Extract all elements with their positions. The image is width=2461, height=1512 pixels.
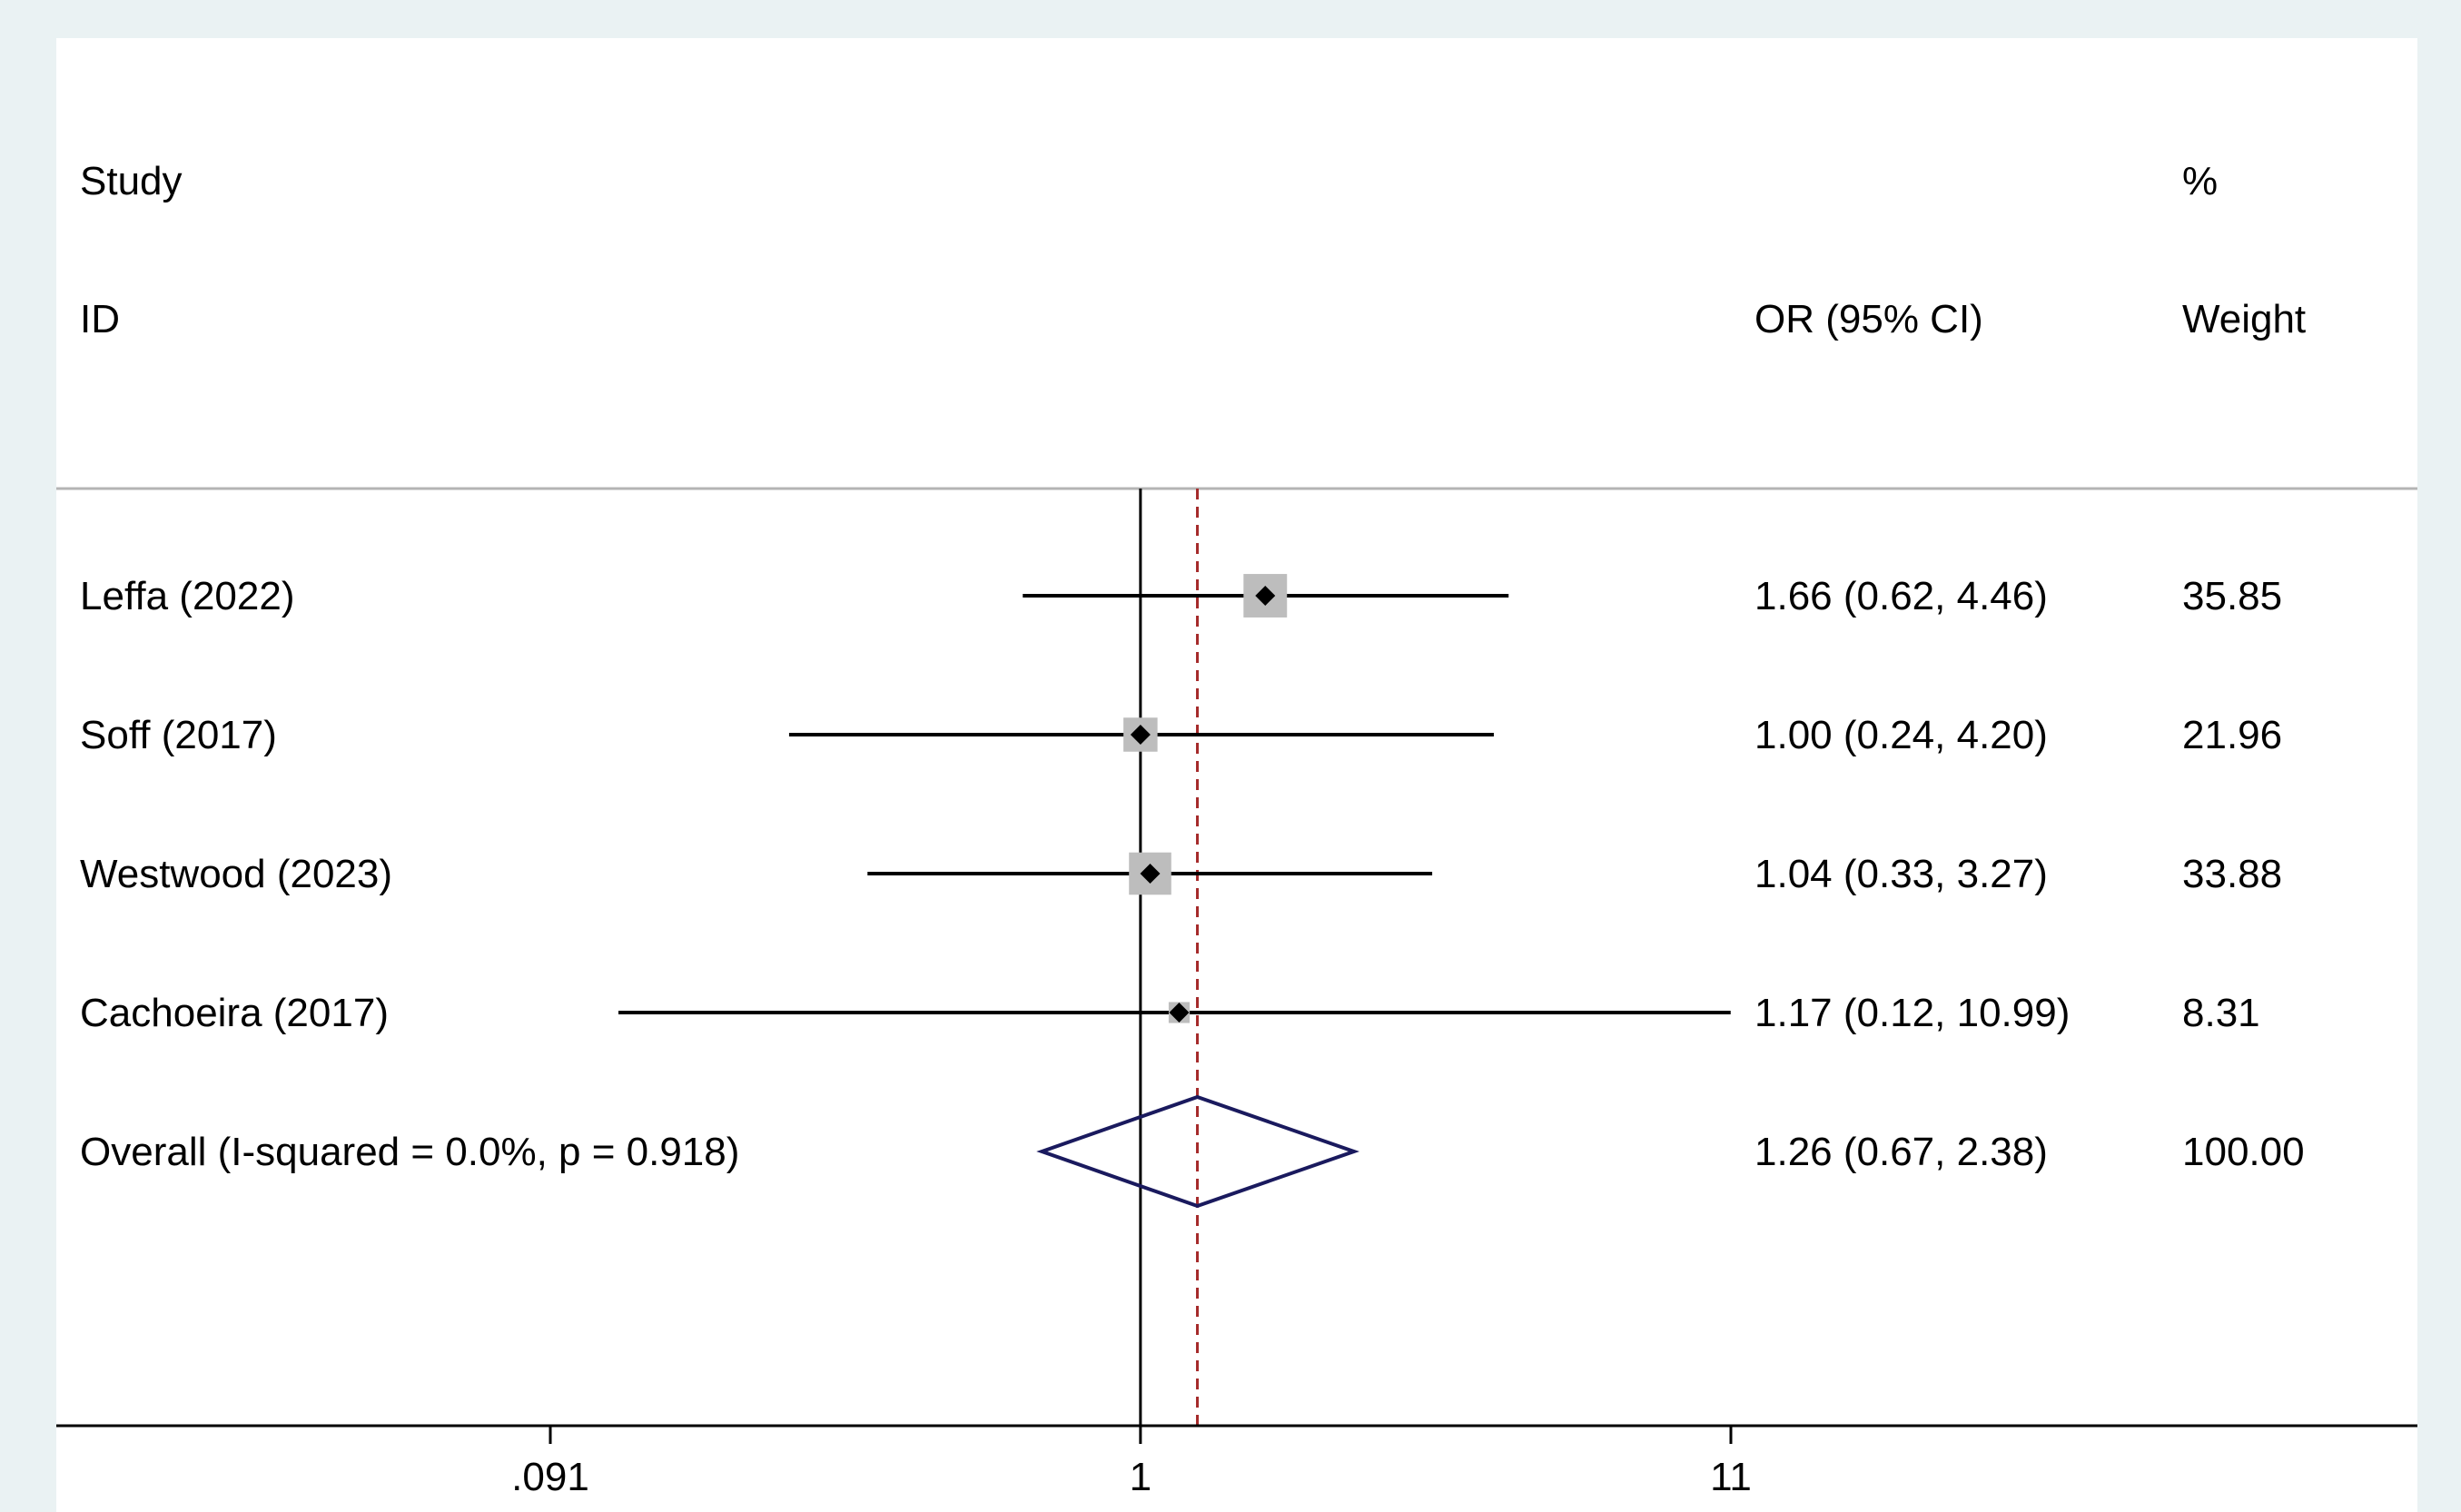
overall-row: Overall (I-squared = 0.0%, p = 0.918) 1.…	[80, 1094, 2305, 1209]
study-label: Cachoeira (2017)	[80, 991, 389, 1035]
study-label: Soff (2017)	[80, 713, 277, 757]
overall-diamond	[1036, 1094, 1360, 1209]
study-weight-text: 35.85	[2182, 574, 2282, 618]
study-ci-text: 1.66 (0.62, 4.46)	[1754, 574, 2048, 618]
header-weight: Weight	[2182, 297, 2306, 341]
point-estimate	[1169, 1003, 1190, 1023]
study-weight-text: 8.31	[2182, 991, 2260, 1035]
study-ci-text: 1.00 (0.24, 4.20)	[1754, 713, 2048, 757]
x-axis-ticks: .091 1 11	[511, 1426, 1752, 1499]
x-tick-label: 1	[1130, 1455, 1151, 1499]
header-group: Study ID OR (95% CI) % Weight	[80, 159, 2306, 341]
header-percent: %	[2182, 159, 2218, 203]
header-study: Study	[80, 159, 183, 203]
study-weight-text: 33.88	[2182, 852, 2282, 896]
point-estimate	[1130, 725, 1151, 745]
study-row: Soff (2017) 1.00 (0.24, 4.20) 21.96	[80, 713, 2282, 757]
overall-label: Overall (I-squared = 0.0%, p = 0.918)	[80, 1130, 739, 1174]
study-row: Leffa (2022) 1.66 (0.62, 4.46) 35.85	[80, 574, 2282, 618]
study-row: Cachoeira (2017) 1.17 (0.12, 10.99) 8.31	[80, 991, 2260, 1035]
header-or: OR (95% CI)	[1754, 297, 1983, 341]
overall-ci-text: 1.26 (0.67, 2.38)	[1754, 1130, 2048, 1174]
point-estimate	[1140, 864, 1161, 884]
study-rows: Leffa (2022) 1.66 (0.62, 4.46) 35.85 Soff (…	[80, 574, 2282, 1035]
header-id: ID	[80, 297, 120, 341]
study-label: Leffa (2022)	[80, 574, 294, 618]
study-ci-text: 1.17 (0.12, 10.99)	[1754, 991, 2070, 1035]
study-weight-text: 21.96	[2182, 713, 2282, 757]
study-row: Westwood (2023) 1.04 (0.33, 3.27) 33.88	[80, 852, 2282, 896]
point-estimate	[1255, 586, 1276, 606]
plot-background	[56, 38, 2417, 1512]
overall-weight-text: 100.00	[2182, 1130, 2305, 1174]
study-label: Westwood (2023)	[80, 852, 392, 896]
x-tick-label: .091	[511, 1455, 589, 1499]
x-tick-label: 11	[1710, 1455, 1752, 1499]
study-ci-text: 1.04 (0.33, 3.27)	[1754, 852, 2048, 896]
